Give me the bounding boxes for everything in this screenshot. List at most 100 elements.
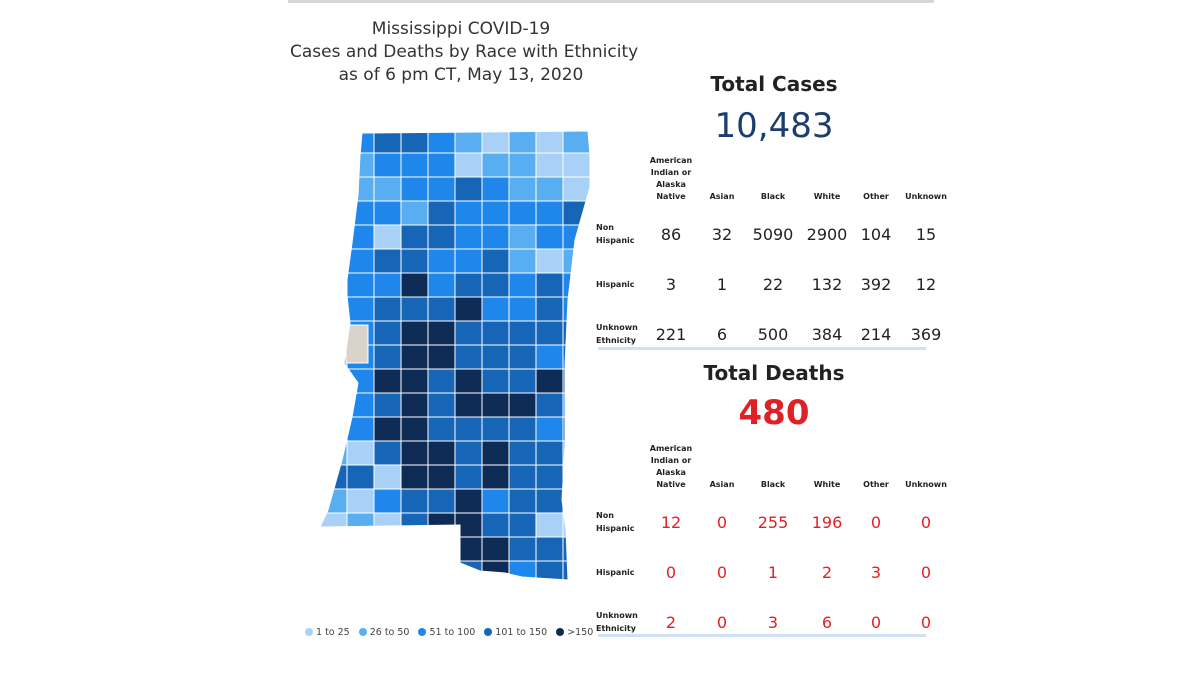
county-shape [508, 416, 537, 442]
county-shape [400, 464, 429, 490]
cell: 500 [757, 324, 789, 344]
cell: 0 [716, 512, 728, 532]
county-shape [562, 200, 591, 226]
county-shape [400, 392, 429, 418]
cell: 0 [716, 612, 728, 632]
county-shape [320, 440, 348, 466]
legend-swatch [305, 628, 313, 636]
table-row: Hispanic 0 0 1 2 3 0 [596, 547, 950, 597]
county-shape [346, 488, 375, 514]
county-shape [535, 344, 564, 370]
section-divider [598, 347, 926, 350]
col-header-black: Black [760, 480, 786, 489]
county-shape [427, 488, 456, 514]
county-shape [535, 368, 564, 394]
county-shape [454, 224, 483, 250]
cell: 196 [811, 512, 843, 532]
county-shape [481, 512, 510, 538]
county-shape [346, 152, 375, 178]
county-shape [562, 512, 591, 538]
county-shape [320, 368, 348, 394]
col-header-asian: Asian [709, 192, 735, 201]
county-shape [562, 131, 591, 154]
county-shape [320, 200, 348, 226]
county-shape [400, 416, 429, 442]
col-header-aian: American Indian or Alaska Native [649, 444, 693, 489]
table-row: Unknown Ethnicity 221 6 500 384 214 369 [596, 309, 950, 359]
county-shape [400, 272, 429, 298]
county-shape [535, 464, 564, 490]
cell: 3 [870, 562, 882, 582]
cell: 0 [716, 562, 728, 582]
county-shape [454, 248, 483, 274]
county-shape [535, 296, 564, 322]
county-shape [400, 224, 429, 250]
col-header-other: Other [863, 480, 889, 489]
county-shape [481, 536, 510, 562]
county-shape [427, 224, 456, 250]
col-header-asian: Asian [709, 480, 735, 489]
county-shape [346, 440, 375, 466]
county-shape [427, 464, 456, 490]
county-shape [373, 176, 402, 202]
county-shape [346, 296, 375, 322]
county-shape [481, 416, 510, 442]
county-shape [454, 368, 483, 394]
county-shape [373, 296, 402, 322]
county-shape [320, 416, 348, 442]
cell: 104 [860, 224, 892, 244]
county-shape [400, 296, 429, 322]
county-shape [508, 440, 537, 466]
county-shape [427, 320, 456, 346]
county-shape [508, 272, 537, 298]
col-header-aian: American Indian or Alaska Native [649, 156, 693, 201]
mississippi-county-map [319, 130, 593, 581]
legend-swatch [418, 628, 427, 636]
cell: 255 [757, 512, 789, 532]
county-shape [346, 536, 375, 562]
legend-swatch [556, 628, 565, 636]
county-shape [320, 320, 348, 346]
total-cases-heading: Total Cases [710, 72, 838, 96]
cell: 86 [660, 224, 682, 244]
county-shape [454, 200, 483, 226]
cell: 3 [665, 274, 677, 294]
col-header-unknown: Unknown [905, 480, 947, 489]
map-title: Mississippi COVID-19 Cases and Deaths by… [290, 18, 638, 87]
county-shape [373, 320, 402, 346]
county-shape [427, 272, 456, 298]
county-shape [400, 320, 429, 346]
county-shape [535, 512, 564, 538]
county-shape [320, 248, 348, 274]
county-shape [346, 512, 375, 538]
county-shape [400, 512, 429, 538]
section-divider [598, 634, 926, 637]
county-shape [346, 176, 375, 202]
county-shape [400, 176, 429, 202]
cell: 6 [716, 324, 728, 344]
county-shape [481, 464, 510, 490]
county-shape [481, 224, 510, 250]
county-shape [320, 152, 348, 178]
county-shape [454, 416, 483, 442]
county-shape [481, 131, 510, 154]
county-shape [373, 152, 402, 178]
county-shape [427, 296, 456, 322]
cell: 392 [860, 274, 892, 294]
county-shape [427, 248, 456, 274]
county-shape [508, 560, 537, 580]
table-row: Non Hispanic 12 0 255 196 0 0 [596, 497, 950, 547]
col-header-unknown: Unknown [905, 192, 947, 201]
title-line-3: as of 6 pm CT, May 13, 2020 [338, 65, 584, 85]
legend-item: 1 to 25 [305, 627, 350, 638]
table-row: Non Hispanic 86 32 5090 2900 104 15 [596, 209, 950, 259]
county-shape [427, 392, 456, 418]
row-label: Hispanic [596, 567, 635, 577]
cell: 2 [665, 612, 677, 632]
county-shape [481, 200, 510, 226]
county-shape [562, 344, 591, 370]
county-shape [454, 440, 483, 466]
county-shape [427, 200, 456, 226]
row-label: Non Hispanic [596, 223, 635, 245]
col-header-white: White [813, 480, 841, 489]
